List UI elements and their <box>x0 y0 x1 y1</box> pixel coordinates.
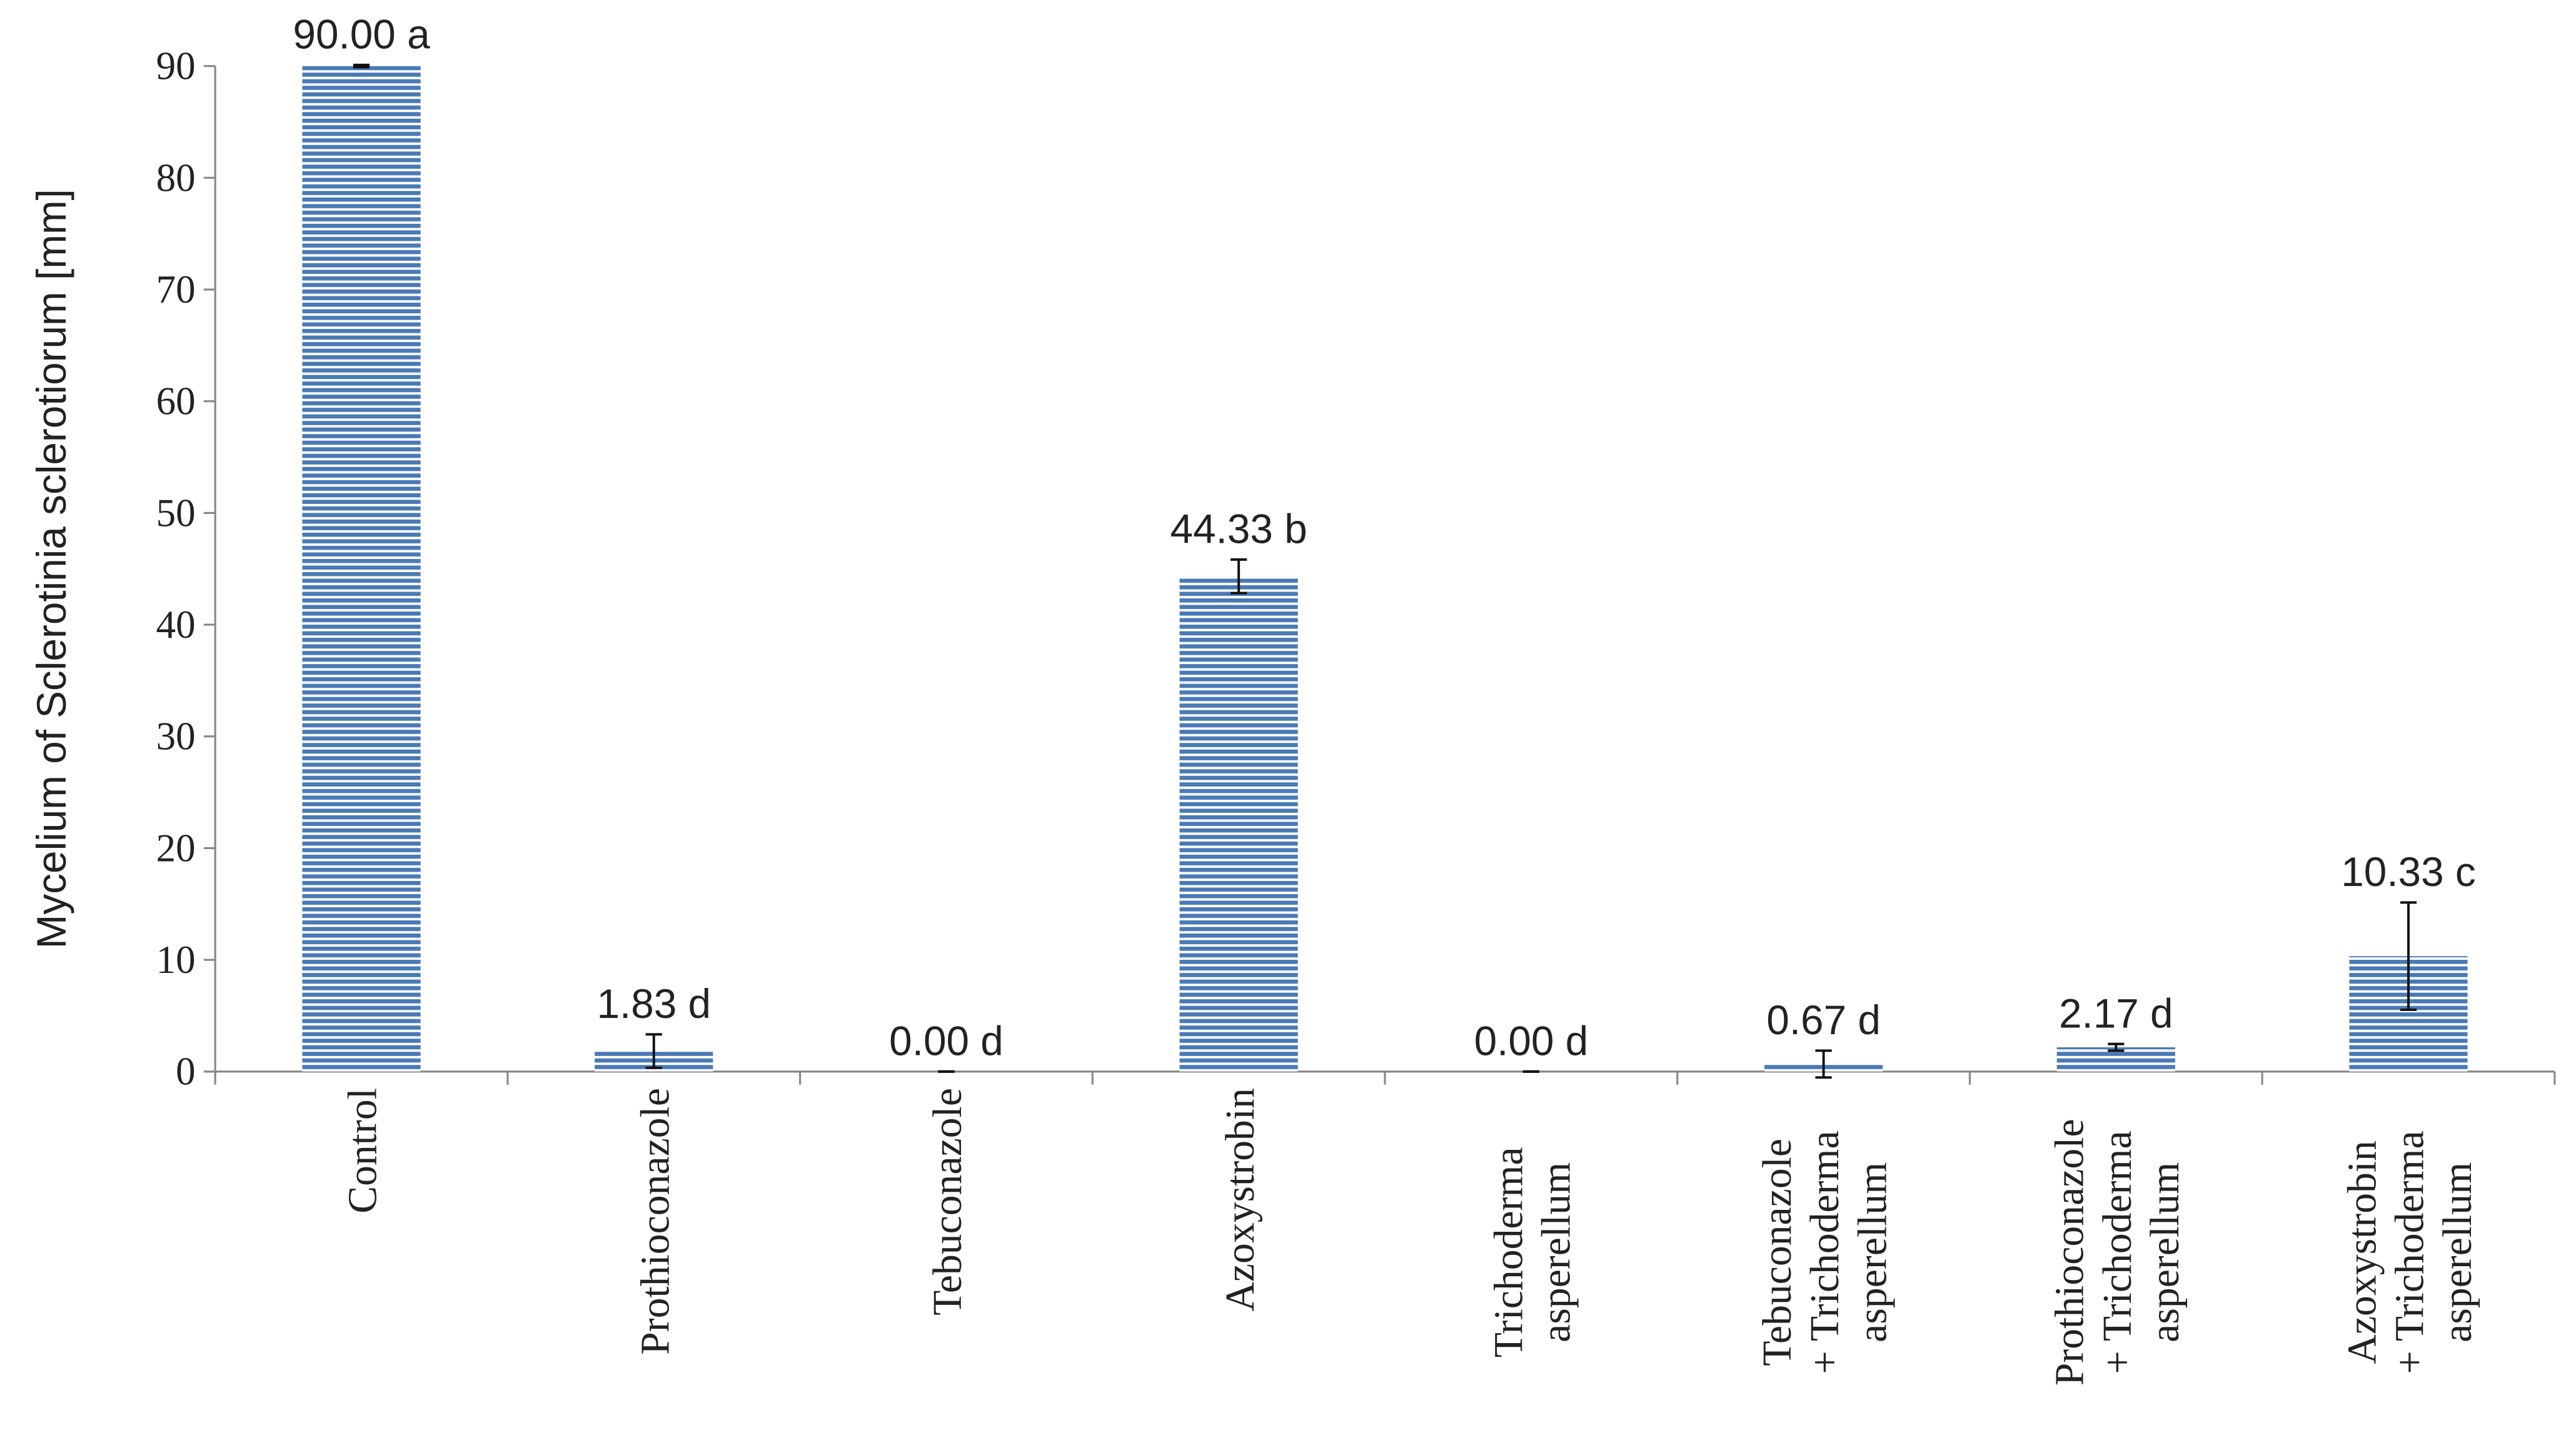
y-axis-label: Mycelium of Sclerotinia sclerotiorum [mm… <box>29 189 74 949</box>
x-tick-label: Tebuconazole <box>925 1088 970 1316</box>
y-tick-label: 90 <box>156 44 196 88</box>
value-label: 0.00 d <box>889 1018 1004 1064</box>
value-label: 44.33 b <box>1170 506 1307 552</box>
value-label: 10.33 c <box>2341 849 2475 895</box>
y-tick-label: 40 <box>156 603 196 647</box>
x-tick-label: asperellum <box>2142 1162 2188 1342</box>
y-tick-label: 50 <box>156 491 196 535</box>
error-bar <box>2108 1042 2125 1052</box>
x-tick-label: Prothioconazole <box>2047 1119 2093 1386</box>
y-tick-label: 20 <box>156 826 196 870</box>
bar <box>302 66 421 1072</box>
x-tick-label: asperellum <box>1534 1162 1579 1342</box>
x-tick-label: + Trichoderma <box>2095 1130 2140 1374</box>
y-tick-label: 30 <box>156 715 196 758</box>
value-label: 90.00 a <box>293 12 430 58</box>
x-tick-label: + Trichoderma <box>2387 1130 2433 1374</box>
x-tick-label: Tebuconazole <box>1754 1139 1800 1366</box>
value-label: 0.67 d <box>1766 997 1881 1043</box>
bar <box>1179 576 1298 1072</box>
error-bar <box>2400 901 2417 1011</box>
value-label: 0.00 d <box>1474 1018 1589 1064</box>
y-tick-label: 0 <box>176 1050 196 1094</box>
y-tick-label: 80 <box>156 156 196 199</box>
x-tick-label: Trichoderma <box>1486 1147 1531 1357</box>
x-tick-label: Prothioconazole <box>632 1088 678 1355</box>
error-bar <box>1815 1049 1832 1079</box>
x-tick-label: asperellum <box>2435 1162 2480 1342</box>
x-tick-label: Azoxystrobin <box>1217 1088 1263 1312</box>
error-bar <box>353 63 370 69</box>
y-tick-label: 60 <box>156 380 196 423</box>
error-bar <box>645 1033 662 1069</box>
x-tick-label: + Trichoderma <box>1802 1130 1848 1374</box>
error-bar <box>1230 558 1247 595</box>
value-label: 1.83 d <box>596 981 711 1027</box>
y-tick-label: 70 <box>156 268 196 311</box>
x-tick-label: Control <box>340 1088 386 1214</box>
x-tick-label: Azoxystrobin <box>2339 1140 2385 1364</box>
value-label: 2.17 d <box>2059 990 2173 1036</box>
x-tick-label: asperellum <box>1849 1162 1895 1342</box>
y-tick-label: 10 <box>156 938 196 982</box>
